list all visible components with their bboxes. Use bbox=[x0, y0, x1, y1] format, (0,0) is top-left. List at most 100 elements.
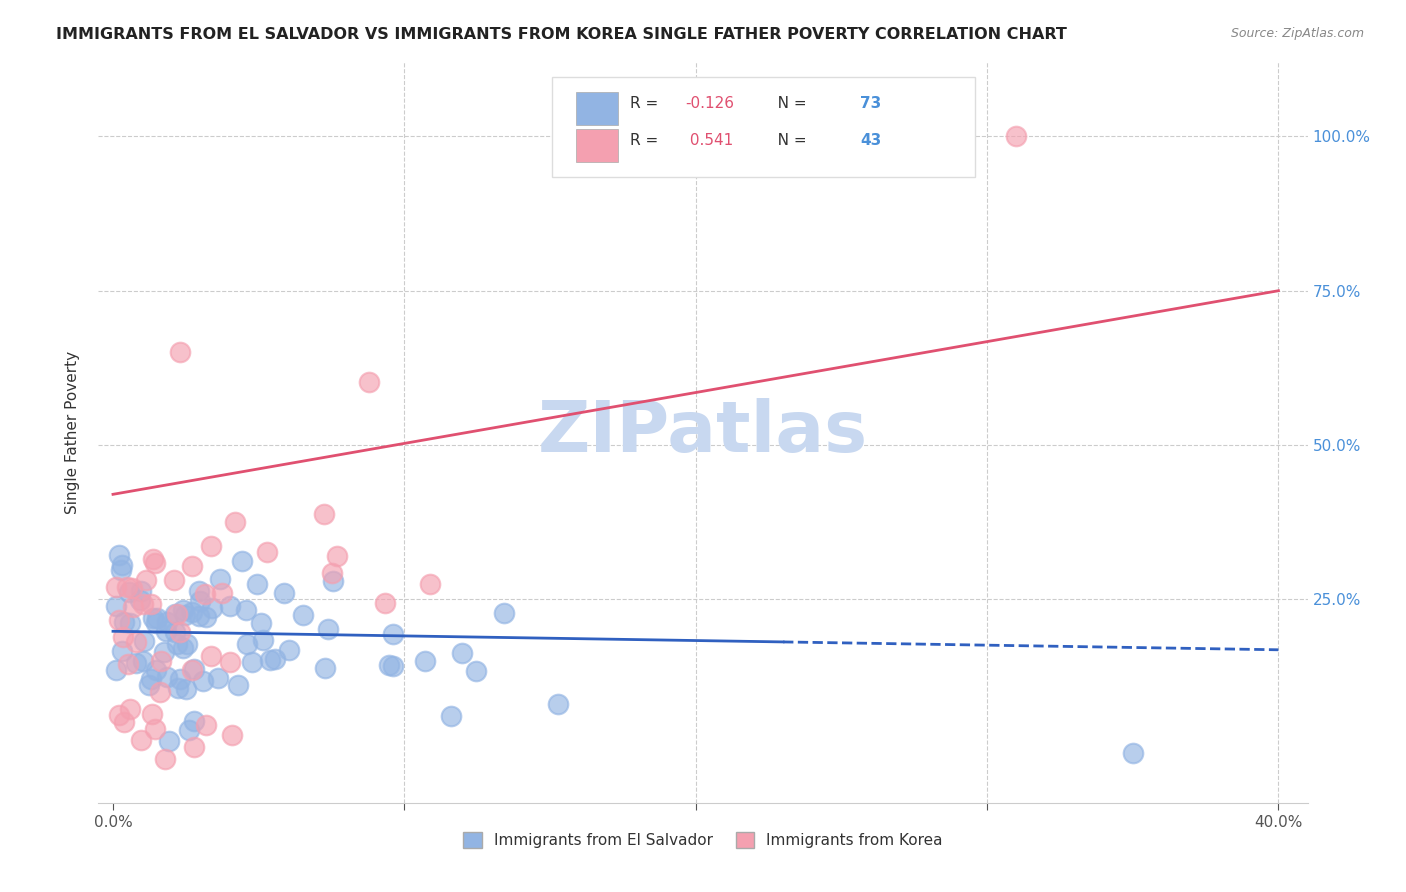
Point bbox=[278, 642, 301, 657]
Point bbox=[155, 624, 177, 638]
Point bbox=[121, 581, 143, 595]
Text: IMMIGRANTS FROM EL SALVADOR VS IMMIGRANTS FROM KOREA SINGLE FATHER POVERTY CORRE: IMMIGRANTS FROM EL SALVADOR VS IMMIGRANT… bbox=[56, 27, 1067, 42]
Point bbox=[235, 603, 257, 617]
Point bbox=[111, 644, 134, 658]
Point bbox=[129, 583, 152, 598]
Point bbox=[219, 599, 242, 614]
Point bbox=[314, 507, 336, 521]
Point bbox=[246, 576, 269, 591]
Point bbox=[419, 577, 441, 591]
Point bbox=[125, 656, 148, 670]
Point bbox=[256, 544, 278, 558]
Point bbox=[142, 611, 165, 625]
Point bbox=[325, 549, 347, 564]
Point bbox=[291, 608, 314, 623]
Text: 73: 73 bbox=[860, 95, 882, 111]
Point bbox=[169, 672, 191, 686]
Point bbox=[120, 701, 142, 715]
Point bbox=[188, 608, 211, 623]
Point bbox=[143, 556, 166, 570]
Point bbox=[547, 698, 569, 712]
Point bbox=[169, 345, 191, 359]
Point bbox=[166, 681, 188, 696]
FancyBboxPatch shape bbox=[576, 129, 619, 162]
Point bbox=[314, 661, 336, 675]
Text: ZIPatlas: ZIPatlas bbox=[538, 398, 868, 467]
Point bbox=[464, 665, 486, 679]
Point bbox=[166, 637, 188, 651]
Point bbox=[118, 585, 141, 599]
Point bbox=[142, 551, 165, 566]
Point bbox=[374, 596, 396, 610]
Point bbox=[112, 615, 135, 630]
Point bbox=[122, 600, 145, 615]
Point bbox=[250, 615, 273, 630]
Point bbox=[194, 587, 217, 601]
Point bbox=[181, 663, 204, 677]
Point bbox=[492, 607, 515, 621]
Point bbox=[172, 640, 194, 655]
Point bbox=[188, 583, 211, 598]
Point bbox=[135, 574, 157, 588]
Point bbox=[188, 593, 211, 607]
Point bbox=[200, 648, 222, 663]
Point bbox=[108, 613, 131, 627]
Point bbox=[208, 572, 231, 586]
Point bbox=[104, 580, 127, 594]
Point bbox=[252, 632, 274, 647]
Point bbox=[132, 655, 155, 669]
Point bbox=[166, 607, 188, 622]
Legend: Immigrants from El Salvador, Immigrants from Korea: Immigrants from El Salvador, Immigrants … bbox=[457, 826, 949, 855]
Point bbox=[111, 631, 134, 645]
Point bbox=[111, 558, 134, 572]
FancyBboxPatch shape bbox=[551, 78, 976, 178]
FancyBboxPatch shape bbox=[576, 92, 619, 126]
Point bbox=[263, 652, 285, 666]
Point bbox=[451, 646, 474, 660]
Point bbox=[150, 654, 173, 668]
Point bbox=[195, 718, 218, 732]
Point bbox=[152, 644, 174, 658]
Point bbox=[231, 554, 253, 568]
Point bbox=[128, 593, 150, 607]
Point bbox=[211, 586, 233, 600]
Point bbox=[378, 657, 401, 672]
Point bbox=[224, 516, 246, 530]
Text: R =: R = bbox=[630, 133, 664, 148]
Point bbox=[183, 740, 205, 755]
Point bbox=[143, 723, 166, 737]
Point bbox=[169, 625, 191, 640]
Text: R =: R = bbox=[630, 95, 664, 111]
Point bbox=[134, 633, 156, 648]
Point bbox=[157, 733, 180, 747]
Y-axis label: Single Father Poverty: Single Father Poverty bbox=[65, 351, 80, 514]
Point bbox=[145, 663, 167, 677]
Point bbox=[236, 637, 259, 651]
Point bbox=[194, 610, 217, 624]
Point bbox=[138, 678, 160, 692]
Point bbox=[117, 657, 139, 671]
Point bbox=[176, 637, 198, 651]
Text: N =: N = bbox=[763, 133, 811, 148]
Point bbox=[108, 548, 131, 562]
Point bbox=[163, 573, 186, 587]
Point bbox=[149, 684, 172, 698]
Point bbox=[1005, 129, 1028, 144]
Point bbox=[141, 597, 163, 611]
Point bbox=[316, 623, 339, 637]
Point bbox=[139, 673, 162, 687]
Point bbox=[115, 580, 138, 594]
Point bbox=[183, 714, 205, 728]
Point bbox=[110, 563, 132, 577]
Point bbox=[180, 605, 202, 619]
Point bbox=[176, 682, 198, 697]
Point bbox=[207, 671, 229, 685]
Point bbox=[259, 652, 281, 666]
Point bbox=[118, 616, 141, 631]
Point bbox=[129, 732, 152, 747]
Point bbox=[141, 706, 163, 721]
Point bbox=[1122, 747, 1144, 761]
Point bbox=[177, 723, 200, 737]
Text: N =: N = bbox=[763, 95, 811, 111]
Point bbox=[165, 607, 187, 622]
